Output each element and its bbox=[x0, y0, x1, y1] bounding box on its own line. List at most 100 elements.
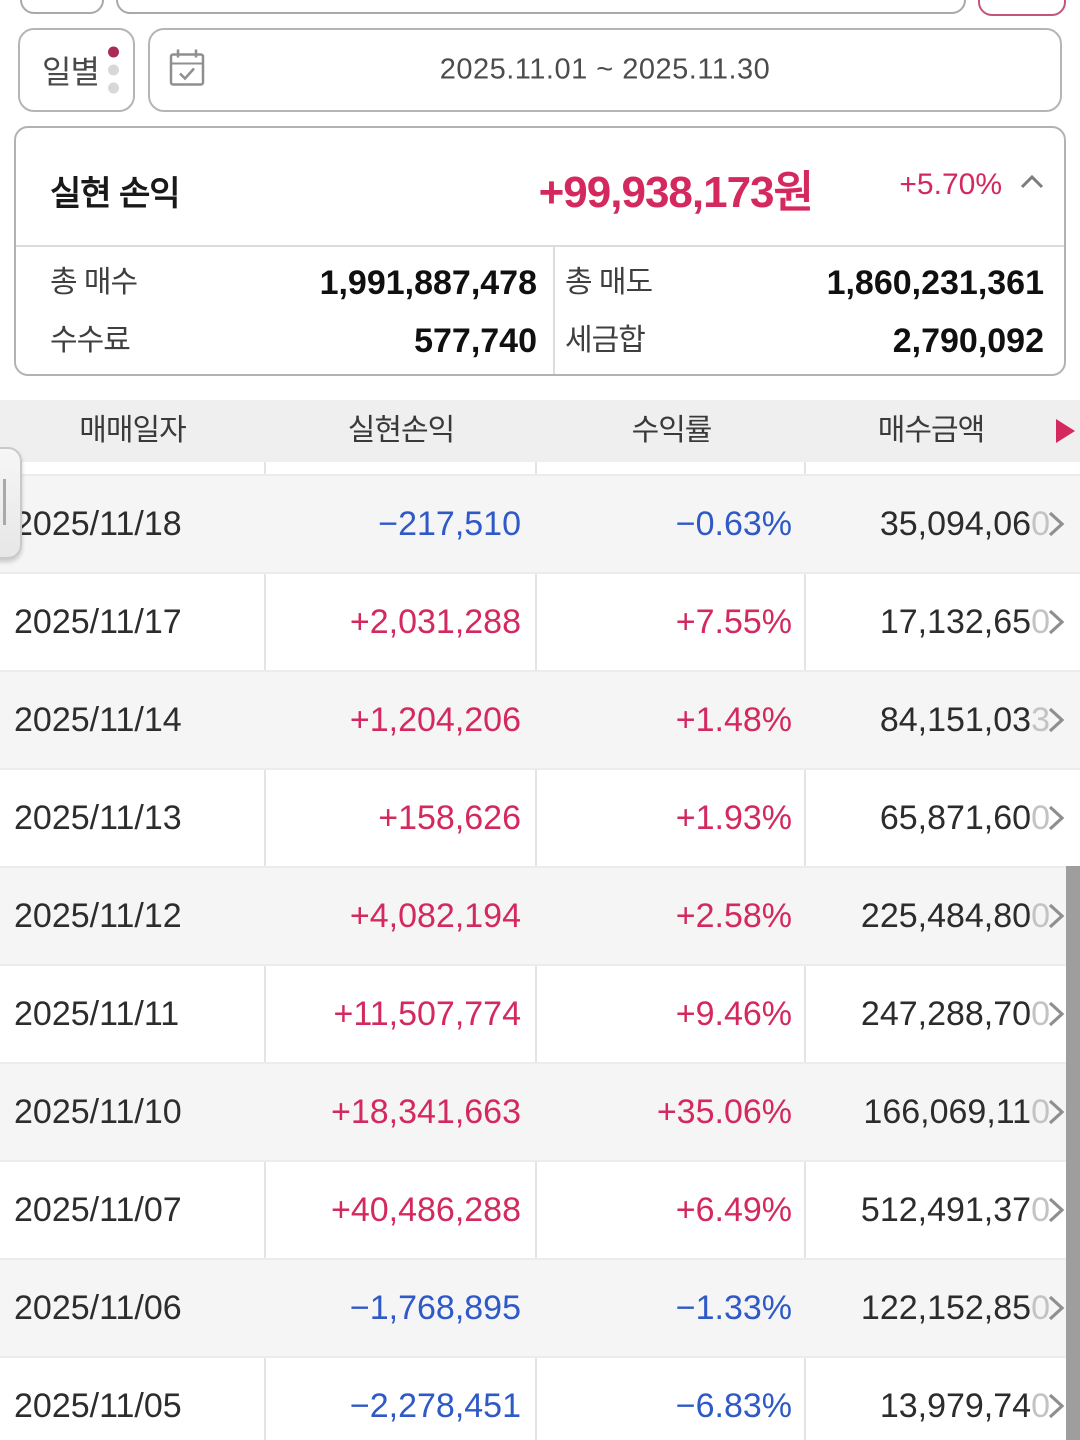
cell-buy-amount: 17,132,650 bbox=[806, 574, 1080, 670]
period-select-button[interactable]: 일별 bbox=[18, 28, 135, 112]
table-row[interactable]: 2025/11/12 +4,082,194 +2.58% 225,484,800 bbox=[0, 866, 1080, 964]
stat-tax: 세금합 2,790,092 bbox=[565, 316, 1044, 366]
cell-trade-date: 2025/11/14 bbox=[14, 701, 182, 739]
total-realized-pl: +99,938,173원 bbox=[538, 168, 814, 217]
chevron-right-icon bbox=[1046, 705, 1066, 735]
card-vertical-divider bbox=[553, 245, 555, 374]
calendar-check-icon bbox=[168, 48, 206, 93]
cell-trade-date: 2025/11/06 bbox=[14, 1289, 182, 1327]
cell-buy-amount: 35,094,060 bbox=[806, 476, 1080, 572]
chevron-right-icon bbox=[1046, 1293, 1066, 1323]
triangle-right-icon[interactable] bbox=[1056, 419, 1075, 443]
chevron-right-icon bbox=[1046, 803, 1066, 833]
stat-value: 2,790,092 bbox=[892, 322, 1044, 360]
cell-return-rate: +2.58% bbox=[675, 897, 792, 935]
vertical-scrollbar[interactable] bbox=[1066, 866, 1080, 1440]
cell-return-rate: +6.49% bbox=[675, 1191, 792, 1229]
top-partial-field[interactable] bbox=[116, 0, 966, 14]
date-range-value: 2025.11.01 ~ 2025.11.30 bbox=[439, 53, 771, 86]
top-partial-button-left[interactable] bbox=[20, 0, 104, 14]
cell-realized-pl: −2,278,451 bbox=[349, 1387, 521, 1425]
period-select-label: 일별 bbox=[42, 54, 100, 90]
cell-trade-date: 2025/11/17 bbox=[14, 603, 182, 641]
chevron-right-icon bbox=[1046, 1195, 1066, 1225]
cell-return-rate: +35.06% bbox=[656, 1093, 792, 1131]
cell-buy-amount: 84,151,033 bbox=[806, 672, 1080, 768]
cell-realized-pl: +18,341,663 bbox=[330, 1093, 521, 1131]
cell-realized-pl: +158,626 bbox=[378, 799, 521, 837]
chevron-right-icon bbox=[1046, 901, 1066, 931]
cell-return-rate: +1.48% bbox=[675, 701, 792, 739]
column-header-realized-pl: 실현손익 bbox=[347, 414, 455, 447]
table-row[interactable]: 2025/11/17 +2,031,288 +7.55% 17,132,650 bbox=[0, 572, 1080, 670]
stat-value: 1,860,231,361 bbox=[826, 264, 1044, 302]
cell-trade-date: 2025/11/10 bbox=[14, 1093, 182, 1131]
realized-pl-summary-card: 실현 손익 +99,938,173원 +5.70% 총 매수 1,991,887… bbox=[14, 126, 1066, 376]
stat-total-sell: 총 매도 1,860,231,361 bbox=[565, 258, 1044, 308]
cell-return-rate: +9.46% bbox=[675, 995, 792, 1033]
table-row[interactable]: 2025/11/05 −2,278,451 −6.83% 13,979,740 bbox=[0, 1356, 1080, 1440]
stat-value: 1,991,887,478 bbox=[319, 264, 537, 302]
cell-trade-date: 2025/11/12 bbox=[14, 897, 182, 935]
chevron-right-icon bbox=[1046, 607, 1066, 637]
edge-drag-handle[interactable] bbox=[0, 447, 22, 559]
cell-realized-pl: −217,510 bbox=[378, 505, 521, 543]
chevron-up-icon[interactable] bbox=[1018, 172, 1046, 197]
cell-realized-pl: −1,768,895 bbox=[349, 1289, 521, 1327]
total-realized-pl-percent: +5.70% bbox=[899, 168, 1002, 201]
cell-trade-date: 2025/11/07 bbox=[14, 1191, 182, 1229]
table-row[interactable]: 2025/11/11 +11,507,774 +9.46% 247,288,700 bbox=[0, 964, 1080, 1062]
stat-total-buy: 총 매수 1,991,887,478 bbox=[50, 258, 537, 308]
chevron-right-icon bbox=[1046, 999, 1066, 1029]
cell-buy-amount: 65,871,600 bbox=[806, 770, 1080, 866]
cell-buy-amount: 247,288,700 bbox=[806, 966, 1080, 1062]
cell-realized-pl: +1,204,206 bbox=[349, 701, 521, 739]
table-row[interactable]: 2025/11/13 +158,626 +1.93% 65,871,600 bbox=[0, 768, 1080, 866]
cell-buy-amount: 13,979,740 bbox=[806, 1358, 1080, 1440]
stat-value: 577,740 bbox=[414, 322, 537, 360]
cell-buy-amount: 166,069,110 bbox=[806, 1064, 1080, 1160]
cell-buy-amount: 225,484,800 bbox=[806, 868, 1080, 964]
cell-trade-date: 2025/11/05 bbox=[14, 1387, 182, 1425]
table-row[interactable]: 2025/11/10 +18,341,663 +35.06% 166,069,110 bbox=[0, 1062, 1080, 1160]
stat-label: 총 매수 bbox=[50, 266, 138, 299]
stat-label: 총 매도 bbox=[565, 266, 653, 299]
stat-label: 수수료 bbox=[50, 324, 131, 357]
cell-return-rate: +1.93% bbox=[675, 799, 792, 837]
table-header: 매매일자 실현손익 수익률 매수금액 bbox=[0, 400, 1080, 462]
more-dots-icon bbox=[108, 46, 119, 94]
table-body: 2025/11/18 −217,510 −0.63% 35,094,060 2025/1… bbox=[0, 462, 1080, 1440]
table-row[interactable]: 2025/11/07 +40,486,288 +6.49% 512,491,370 bbox=[0, 1160, 1080, 1258]
cell-trade-date: 2025/11/13 bbox=[14, 799, 182, 837]
cell-return-rate: +7.55% bbox=[675, 603, 792, 641]
column-header-return-rate: 수익률 bbox=[631, 414, 713, 447]
chevron-right-icon bbox=[1046, 509, 1066, 539]
column-header-buy-amount: 매수금액 bbox=[877, 414, 985, 447]
cell-return-rate: −0.63% bbox=[675, 505, 792, 543]
stat-label: 세금합 bbox=[565, 324, 646, 357]
cell-trade-date: 2025/11/11 bbox=[14, 995, 180, 1033]
cell-return-rate: −1.33% bbox=[675, 1289, 792, 1327]
top-partial-button-right[interactable] bbox=[978, 0, 1066, 16]
card-horizontal-divider bbox=[16, 245, 1064, 247]
column-header-trade-date: 매매일자 bbox=[79, 414, 186, 447]
date-range-picker[interactable]: 2025.11.01 ~ 2025.11.30 bbox=[148, 28, 1062, 112]
cell-return-rate: −6.83% bbox=[675, 1387, 792, 1425]
summary-title: 실현 손익 bbox=[50, 175, 181, 213]
table-row[interactable]: 2025/11/18 −217,510 −0.63% 35,094,060 bbox=[0, 474, 1080, 572]
grip-line-icon bbox=[3, 479, 6, 525]
table-row[interactable]: 2025/11/06 −1,768,895 −1.33% 122,152,850 bbox=[0, 1258, 1080, 1356]
cell-realized-pl: +40,486,288 bbox=[330, 1191, 521, 1229]
header-gap bbox=[0, 462, 1080, 474]
stat-fee: 수수료 577,740 bbox=[50, 316, 537, 366]
cell-trade-date: 2025/11/18 bbox=[14, 505, 182, 543]
table-row[interactable]: 2025/11/14 +1,204,206 +1.48% 84,151,033 bbox=[0, 670, 1080, 768]
chevron-right-icon bbox=[1046, 1391, 1066, 1421]
cell-realized-pl: +11,507,774 bbox=[333, 995, 522, 1033]
cell-buy-amount: 122,152,850 bbox=[806, 1260, 1080, 1356]
cell-realized-pl: +4,082,194 bbox=[349, 897, 521, 935]
cell-buy-amount: 512,491,370 bbox=[806, 1162, 1080, 1258]
chevron-right-icon bbox=[1046, 1097, 1066, 1127]
cell-realized-pl: +2,031,288 bbox=[349, 603, 521, 641]
